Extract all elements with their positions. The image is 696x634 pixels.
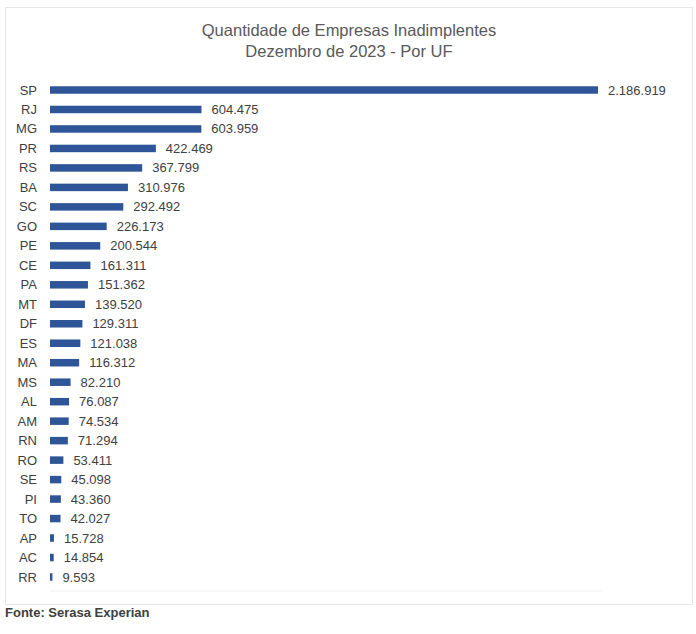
category-label: MA bbox=[18, 355, 38, 370]
bar bbox=[50, 476, 61, 484]
data-label: 2.186.919 bbox=[608, 83, 666, 98]
category-label: AP bbox=[20, 531, 37, 546]
category-label: SP bbox=[20, 83, 37, 98]
category-label: RN bbox=[18, 433, 37, 448]
category-label: RR bbox=[18, 570, 37, 585]
category-label: PA bbox=[21, 277, 38, 292]
category-label: RS bbox=[19, 160, 37, 175]
subtitle: Dezembro de 2023 - Por UF bbox=[245, 42, 452, 60]
bar bbox=[50, 534, 54, 542]
bar bbox=[50, 184, 128, 192]
bar bbox=[50, 125, 201, 132]
data-label: 15.728 bbox=[64, 531, 104, 546]
bar bbox=[50, 223, 107, 231]
data-label: 367.799 bbox=[152, 160, 199, 175]
bar bbox=[50, 301, 85, 309]
data-label: 9.593 bbox=[62, 570, 95, 585]
category-label: GO bbox=[17, 219, 37, 234]
data-label: 151.362 bbox=[98, 277, 145, 292]
data-label: 121.038 bbox=[90, 336, 137, 351]
category-label: MS bbox=[18, 375, 38, 390]
category-label: ES bbox=[20, 336, 38, 351]
category-label: SC bbox=[19, 199, 37, 214]
data-label: 292.492 bbox=[133, 199, 180, 214]
category-label: RO bbox=[18, 453, 38, 468]
bar bbox=[50, 145, 156, 153]
category-label: AC bbox=[19, 550, 37, 565]
category-label: PI bbox=[25, 492, 37, 507]
data-label: 139.520 bbox=[95, 297, 142, 312]
bar bbox=[50, 203, 123, 211]
data-label: 604.475 bbox=[211, 102, 258, 117]
data-label: 603.959 bbox=[211, 121, 258, 136]
bar bbox=[50, 164, 142, 172]
data-label: 53.411 bbox=[73, 453, 112, 468]
category-label: BA bbox=[20, 180, 38, 195]
x-axis-line bbox=[50, 591, 601, 592]
category-label: MG bbox=[16, 121, 37, 136]
bar bbox=[50, 359, 79, 367]
data-label: 226.173 bbox=[117, 219, 164, 234]
bar bbox=[50, 437, 68, 445]
bar bbox=[50, 281, 88, 289]
labels: SP 2.186.919 RJ 604.475 MG 603.959 PR 422.469 RS… bbox=[16, 83, 666, 585]
category-label: AM bbox=[18, 414, 38, 429]
category-label: MT bbox=[18, 297, 37, 312]
data-label: 310.976 bbox=[138, 180, 185, 195]
bar bbox=[50, 417, 69, 425]
data-label: 161.311 bbox=[100, 258, 146, 273]
category-label: SE bbox=[20, 472, 38, 487]
data-label: 129.311 bbox=[92, 316, 138, 331]
bar bbox=[50, 554, 54, 562]
bar bbox=[50, 398, 69, 406]
bar bbox=[50, 242, 100, 250]
data-label: 200.544 bbox=[110, 238, 157, 253]
data-label: 76.087 bbox=[79, 394, 119, 409]
chart-frame bbox=[6, 8, 693, 605]
data-label: 82.210 bbox=[81, 375, 121, 390]
data-label: 43.360 bbox=[71, 492, 111, 507]
bars bbox=[50, 86, 598, 581]
bar bbox=[50, 495, 61, 503]
bar bbox=[50, 573, 52, 581]
chart: Quantidade de Empresas Inadimplentes Deze… bbox=[0, 0, 696, 634]
bar bbox=[50, 456, 63, 464]
category-label: CE bbox=[19, 258, 37, 273]
data-label: 14.854 bbox=[64, 550, 104, 565]
category-label: AL bbox=[21, 394, 37, 409]
bar bbox=[50, 86, 598, 94]
data-label: 42.027 bbox=[71, 511, 111, 526]
bar bbox=[50, 262, 90, 270]
data-label: 71.294 bbox=[78, 433, 118, 448]
bar bbox=[50, 515, 61, 523]
title: Quantidade de Empresas Inadimplentes bbox=[202, 21, 496, 39]
bar bbox=[50, 339, 80, 347]
category-label: DF bbox=[20, 316, 37, 331]
bar bbox=[50, 378, 71, 386]
data-label: 116.312 bbox=[89, 355, 135, 370]
category-label: PR bbox=[19, 141, 37, 156]
source: Fonte: Serasa Experian bbox=[5, 605, 150, 620]
category-label: PE bbox=[20, 238, 38, 253]
bar bbox=[50, 106, 201, 114]
category-label: TO bbox=[19, 511, 37, 526]
data-label: 74.534 bbox=[79, 414, 119, 429]
data-label: 422.469 bbox=[166, 141, 213, 156]
category-label: RJ bbox=[21, 102, 37, 117]
bar bbox=[50, 320, 82, 328]
data-label: 45.098 bbox=[71, 472, 111, 487]
